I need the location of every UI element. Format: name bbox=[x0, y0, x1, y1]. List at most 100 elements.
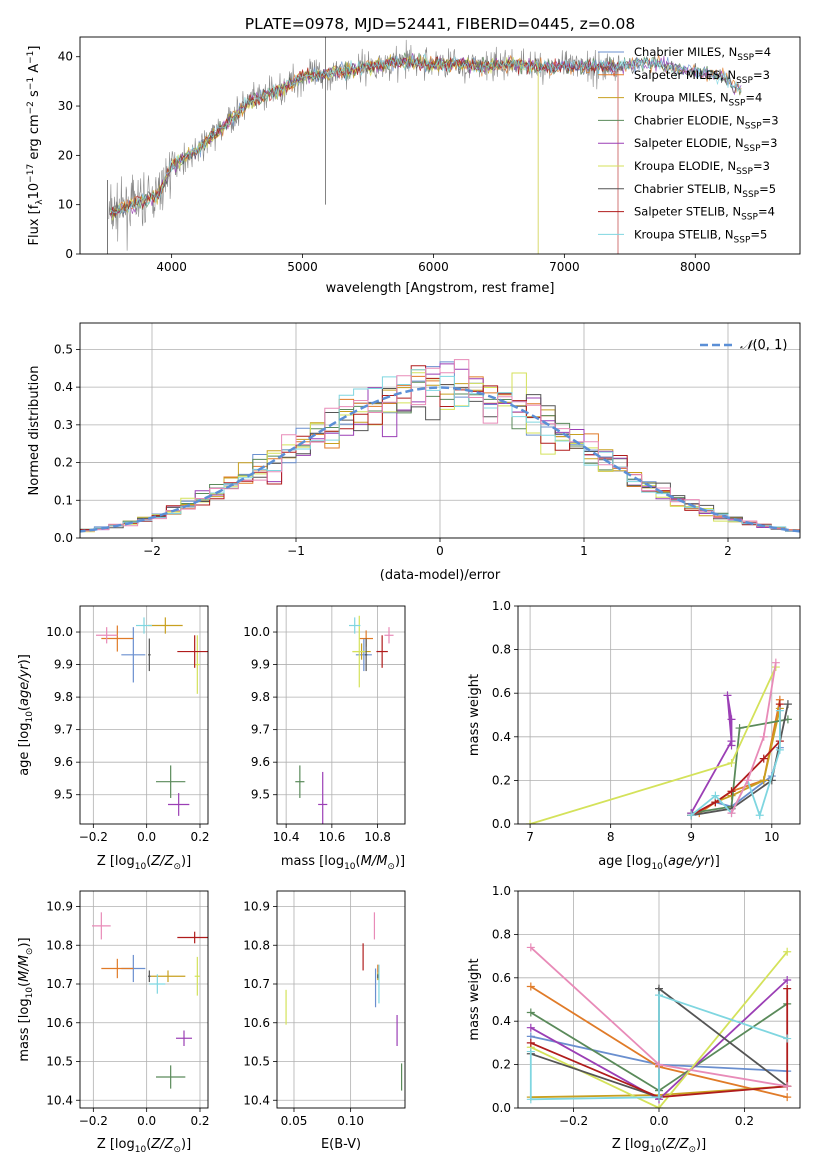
legend-entry: Salpeter MILES, NSSP=3 bbox=[634, 68, 770, 86]
x-axis-label: Z [log10(Z/Z⊙)] bbox=[97, 1137, 191, 1155]
weight-marker bbox=[526, 1008, 535, 1017]
weight-marker bbox=[783, 1093, 792, 1102]
weight-z-panel: −0.2 0.0 0.2 0.0 0.2 0.4 0.6 0.8 1.0 Z [log10(Z/Z… bbox=[467, 884, 801, 1155]
y-tick-label: 0.0 bbox=[492, 1101, 511, 1115]
legend-entry: Salpeter ELODIE, NSSP=3 bbox=[634, 136, 777, 154]
legend-entry: Chabrier STELIB, NSSP=5 bbox=[634, 182, 776, 200]
x-axis-label: age [log10(age/yr)] bbox=[598, 854, 720, 872]
weight-line bbox=[691, 718, 789, 814]
y-axis-label: Flux [fλ10−17 erg cm−2 s−1 A−1] bbox=[26, 46, 45, 246]
residual-panel-frame bbox=[79, 322, 801, 539]
x-tick-label: 10 bbox=[764, 830, 779, 844]
legend-entry: Salpeter STELIB, NSSP=4 bbox=[634, 205, 775, 223]
weight-marker bbox=[655, 1104, 663, 1108]
weight-line bbox=[730, 662, 777, 814]
weight-marker bbox=[723, 691, 732, 700]
y-tick-label: 10.0 bbox=[243, 625, 270, 639]
x-tick-label: −2 bbox=[143, 544, 161, 558]
weight-marker bbox=[526, 1038, 535, 1047]
weight-marker bbox=[759, 776, 768, 785]
y-tick-label: 9.7 bbox=[54, 723, 73, 737]
x-tick-label: 7 bbox=[526, 830, 534, 844]
y-tick-label: 0.5 bbox=[54, 342, 73, 356]
y-tick-label: 0.4 bbox=[492, 1014, 511, 1028]
weight-marker bbox=[655, 991, 663, 1000]
x-tick-label: −0.2 bbox=[79, 1114, 108, 1128]
mass-z-panel-plot-area bbox=[80, 891, 208, 1108]
y-axis-label: Normed distribution bbox=[27, 366, 42, 496]
legend-entry: 𝒩(0, 1) bbox=[740, 338, 787, 353]
x-tick-label: −0.2 bbox=[79, 830, 108, 844]
y-tick-label: 10.6 bbox=[46, 1016, 73, 1030]
y-tick-label: 0.4 bbox=[54, 380, 73, 394]
mass-ebv-panel-frame bbox=[276, 890, 406, 1109]
y-tick-label: 9.6 bbox=[54, 755, 73, 769]
x-tick-label: 0.05 bbox=[281, 1114, 308, 1128]
weight-marker bbox=[727, 741, 736, 750]
weight-z-panel-plot-area bbox=[518, 891, 800, 1108]
weight-age-panel: 7 8 9 10 0.0 0.2 0.4 0.6 0.8 1.0 age [log10(age/yr… bbox=[467, 599, 801, 872]
y-tick-label: 0.8 bbox=[492, 927, 511, 941]
residual-histogram bbox=[80, 359, 800, 534]
y-tick-label: 10 bbox=[58, 198, 73, 212]
x-tick-label: 7000 bbox=[549, 260, 580, 274]
y-tick-label: 1.0 bbox=[492, 884, 511, 898]
weight-marker bbox=[783, 1034, 792, 1043]
y-tick-label: 10.9 bbox=[243, 900, 270, 914]
y-tick-label: 9.8 bbox=[54, 690, 73, 704]
weight-marker bbox=[783, 947, 792, 956]
spectrum-panel-frame bbox=[79, 36, 801, 255]
y-tick-label: 0.2 bbox=[492, 773, 511, 787]
weight-marker bbox=[526, 820, 535, 824]
model-spectrum-line bbox=[109, 53, 742, 215]
weight-marker bbox=[759, 754, 768, 763]
x-axis-label: Z [log10(Z/Z⊙)] bbox=[97, 854, 191, 872]
y-tick-label: 9.7 bbox=[251, 723, 270, 737]
y-tick-label: 20 bbox=[58, 148, 73, 162]
y-tick-label: 0.8 bbox=[492, 643, 511, 657]
weight-marker bbox=[771, 658, 780, 667]
y-tick-label: 10.4 bbox=[243, 1093, 270, 1107]
weight-line bbox=[715, 708, 781, 804]
weight-marker bbox=[775, 745, 784, 754]
weight-age-panel-frame bbox=[517, 605, 801, 825]
weight-marker bbox=[711, 791, 720, 800]
x-tick-label: 10.8 bbox=[364, 830, 391, 844]
weight-marker bbox=[727, 758, 736, 767]
figure-title: PLATE=0978, MJD=52441, FIBERID=0445, z=0… bbox=[245, 15, 635, 33]
y-tick-label: 10.7 bbox=[243, 977, 270, 991]
x-axis-label: E(B-V) bbox=[321, 1137, 361, 1152]
y-tick-label: 0.0 bbox=[54, 531, 73, 545]
y-tick-label: 30 bbox=[58, 99, 73, 113]
weight-marker bbox=[783, 975, 792, 984]
x-tick-label: −0.2 bbox=[559, 1114, 588, 1128]
y-axis-label: mass weight bbox=[467, 958, 482, 1040]
y-tick-label: 9.8 bbox=[251, 690, 270, 704]
spectrum-panel-plot-area bbox=[107, 37, 742, 254]
x-tick-label: 5000 bbox=[287, 260, 318, 274]
y-axis-label: age [log10(age/yr)] bbox=[17, 654, 35, 776]
y-tick-label: 10.5 bbox=[46, 1055, 73, 1069]
x-tick-label: 8 bbox=[607, 830, 615, 844]
observed-spectrum-line bbox=[108, 39, 620, 251]
y-tick-label: 10.8 bbox=[243, 938, 270, 952]
weight-marker bbox=[526, 1047, 535, 1056]
residual-panel-plot-area bbox=[80, 323, 800, 538]
y-tick-label: 0.4 bbox=[492, 730, 511, 744]
weight-marker bbox=[783, 984, 792, 993]
residual-panel: −2 −1 0 1 2 0.0 0.1 0.2 0.3 0.4 0.5 (data-model)/er… bbox=[27, 322, 801, 583]
x-tick-label: −1 bbox=[287, 544, 305, 558]
x-tick-label: 9 bbox=[687, 830, 695, 844]
x-tick-label: 0.0 bbox=[137, 830, 156, 844]
age-mass-panel-plot-area bbox=[277, 606, 405, 824]
x-axis-label: mass [log10(M/M⊙)] bbox=[281, 854, 405, 872]
legend-entry: Kroupa STELIB, NSSP=5 bbox=[634, 227, 767, 245]
model-spectrum-line bbox=[110, 55, 742, 218]
mass-ebv-panel: 0.05 0.10 10.4 10.5 10.6 10.7 10.8 10.9 E(B-V) bbox=[243, 890, 406, 1152]
y-tick-label: 0.3 bbox=[54, 418, 73, 432]
weight-marker bbox=[526, 1023, 535, 1032]
weight-marker bbox=[727, 787, 736, 796]
legend-entry: Chabrier MILES, NSSP=4 bbox=[634, 45, 771, 63]
weight-marker bbox=[687, 811, 696, 820]
weight-marker bbox=[759, 732, 768, 741]
